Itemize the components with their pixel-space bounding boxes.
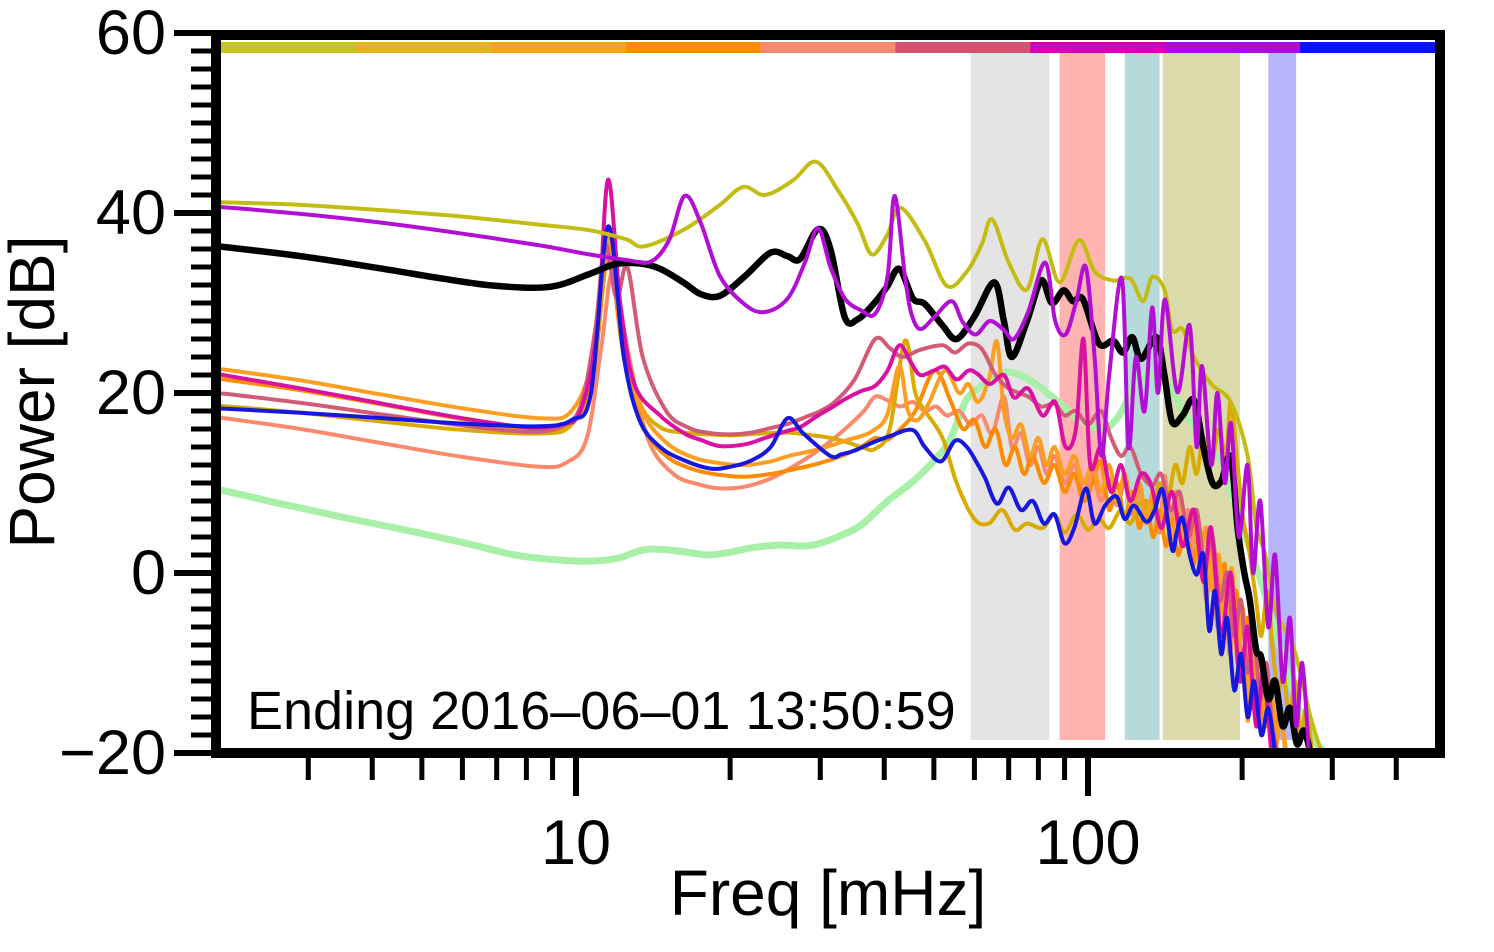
curve-magenta bbox=[221, 177, 1273, 748]
curve-purple bbox=[221, 193, 1311, 748]
colorbar-segment-3 bbox=[490, 42, 627, 53]
annotation-ending-time: Ending 2016–06–01 13:50:59 bbox=[247, 681, 956, 741]
x-axis-label: Freq [mHz] bbox=[670, 857, 986, 929]
colorbar-segment-1 bbox=[221, 42, 357, 53]
curve-dark-orange bbox=[221, 255, 1287, 748]
x-tick-label-10: 10 bbox=[541, 808, 611, 878]
colorbar-segment-2 bbox=[355, 42, 492, 53]
y-axis-label: Power [dB] bbox=[0, 235, 68, 548]
curve-salmon bbox=[221, 269, 1276, 748]
y-tick-label-40: 40 bbox=[96, 178, 166, 248]
plot-frame bbox=[211, 30, 1445, 758]
axis-tick-labels: −20 0 20 40 60 10 100 bbox=[59, 0, 1140, 878]
frequency-colorbar bbox=[221, 42, 1436, 53]
y-tick-label-20: 20 bbox=[96, 358, 166, 428]
colorbar-segment-6 bbox=[895, 42, 1031, 53]
curve-blue bbox=[221, 224, 1277, 748]
x-tick-label-100: 100 bbox=[1035, 808, 1140, 878]
colorbar-segment-8 bbox=[1165, 42, 1301, 53]
colorbar-segment-7 bbox=[1030, 42, 1166, 53]
colorbar-segment-4 bbox=[625, 42, 762, 53]
y-tick-label-60: 60 bbox=[96, 0, 166, 68]
curve-olive-yellow bbox=[221, 159, 1323, 748]
spectra-curves bbox=[221, 159, 1327, 748]
y-tick-label--20: −20 bbox=[59, 718, 166, 788]
curve-black bbox=[221, 225, 1313, 748]
axis-ticks bbox=[174, 30, 1399, 796]
y-tick-label-0: 0 bbox=[131, 538, 166, 608]
colorbar-segment-9 bbox=[1300, 42, 1436, 53]
colorbar-segment-5 bbox=[760, 42, 897, 53]
